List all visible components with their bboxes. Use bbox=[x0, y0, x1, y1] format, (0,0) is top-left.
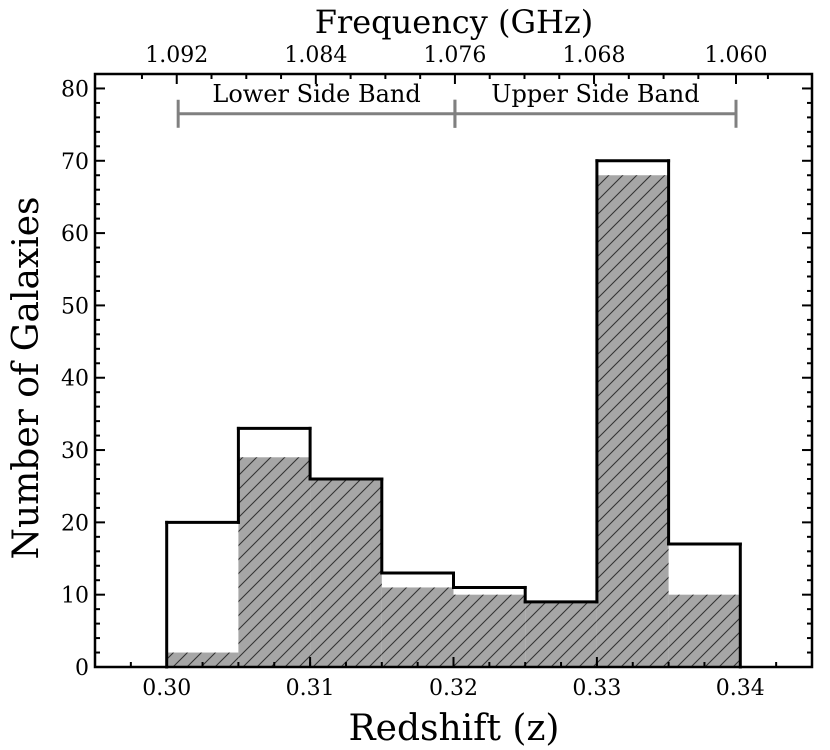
hatched-bar bbox=[596, 175, 669, 667]
x-tick-label: 0.32 bbox=[429, 676, 478, 701]
hatched-bar bbox=[166, 652, 239, 667]
x-tick-label: 0.33 bbox=[572, 676, 621, 701]
hatched-bar bbox=[381, 587, 454, 667]
hatched-bar bbox=[238, 457, 311, 667]
x-axis-title: Redshift (z) bbox=[349, 708, 560, 749]
top-axis-title: Frequency (GHz) bbox=[315, 3, 594, 41]
y-axis-title: Number of Galaxies bbox=[6, 196, 47, 559]
plot-frame bbox=[93, 72, 814, 669]
y-tick-label: 60 bbox=[61, 222, 89, 247]
x-tick-label: 0.31 bbox=[286, 676, 335, 701]
top-tick-label: 1.076 bbox=[423, 43, 486, 68]
hatched-bar bbox=[453, 594, 526, 667]
y-tick-label: 20 bbox=[61, 511, 89, 536]
y-tick-label: 10 bbox=[61, 584, 89, 609]
side-bands: Lower Side Band Upper Side Band bbox=[176, 80, 738, 128]
axis-tick-labels: 0.30 0.31 0.32 0.33 0.34 0 10 20 30 40 50 60 70 80 1.0… bbox=[61, 43, 767, 701]
y-tick-label: 80 bbox=[61, 77, 89, 102]
top-tick-label: 1.060 bbox=[705, 43, 768, 68]
y-tick-label: 40 bbox=[61, 367, 89, 392]
hatched-bar bbox=[525, 601, 597, 667]
top-tick-label: 1.092 bbox=[145, 43, 208, 68]
hatched-bar bbox=[310, 478, 382, 667]
y-tick-label: 70 bbox=[61, 150, 89, 175]
outline-bars bbox=[165, 159, 742, 669]
y-tick-label: 50 bbox=[61, 294, 89, 319]
y-tick-label: 30 bbox=[61, 439, 89, 464]
x-tick-label: 0.34 bbox=[716, 676, 765, 701]
top-tick-label: 1.068 bbox=[563, 43, 626, 68]
band-label: Upper Side Band bbox=[491, 80, 699, 108]
hatched-bar bbox=[668, 594, 741, 667]
hatched-bars bbox=[166, 175, 741, 667]
top-tick-label: 1.084 bbox=[284, 43, 347, 68]
band-label: Lower Side Band bbox=[212, 80, 420, 108]
y-tick-label: 0 bbox=[75, 656, 89, 681]
x-tick-label: 0.30 bbox=[142, 676, 191, 701]
